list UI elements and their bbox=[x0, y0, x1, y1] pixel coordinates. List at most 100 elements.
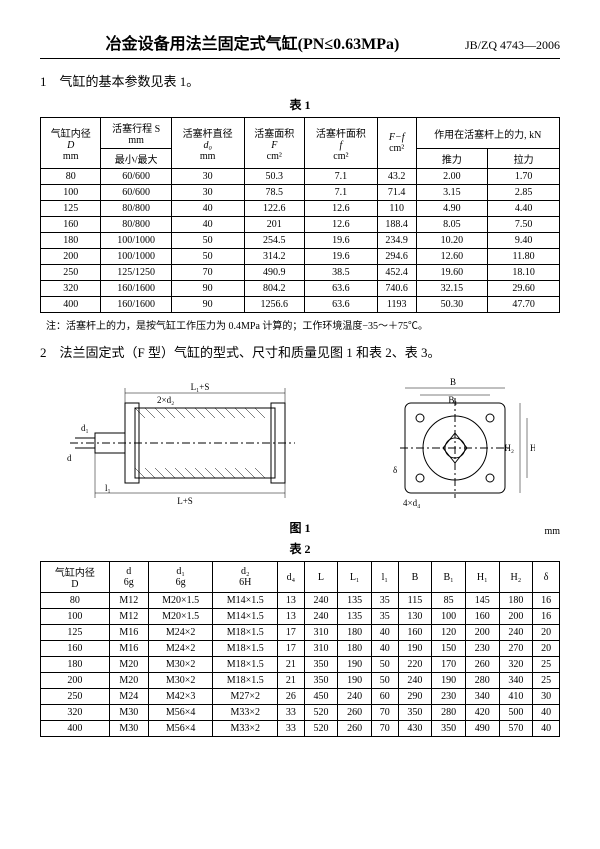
table-cell: 25 bbox=[533, 657, 560, 673]
table-cell: M24 bbox=[109, 689, 148, 705]
table-cell: M12 bbox=[109, 609, 148, 625]
table-2-unit: mm bbox=[544, 526, 560, 537]
table-cell: 25 bbox=[533, 673, 560, 689]
table-cell: 40 bbox=[371, 625, 398, 641]
table-cell: M30×2 bbox=[148, 673, 213, 689]
svg-text:d₁: d₁ bbox=[81, 423, 89, 433]
table-cell: 145 bbox=[465, 593, 499, 609]
table-cell: 160 bbox=[41, 641, 110, 657]
table-cell: 260 bbox=[338, 705, 372, 721]
svg-text:L+S: L+S bbox=[177, 496, 193, 506]
table-cell: 18.10 bbox=[488, 265, 560, 281]
table-row: 160M16M24×2M18×1.51731018040190150230270… bbox=[41, 641, 560, 657]
table-cell: 80 bbox=[41, 169, 101, 185]
table-cell: 16 bbox=[533, 609, 560, 625]
table-cell: 50 bbox=[171, 249, 244, 265]
svg-text:δ: δ bbox=[393, 465, 397, 475]
table-cell: 180 bbox=[338, 641, 372, 657]
table-header: B bbox=[398, 562, 432, 593]
table-cell: 310 bbox=[304, 625, 338, 641]
table-cell: 450 bbox=[304, 689, 338, 705]
figure-flange-view: B B₁ 4×d₄ H₁ H₂ δ bbox=[375, 373, 535, 513]
table-cell: 50.30 bbox=[416, 297, 488, 313]
table-cell: 7.50 bbox=[488, 217, 560, 233]
table-cell: 340 bbox=[499, 673, 533, 689]
table-cell: 19.6 bbox=[304, 233, 377, 249]
table-2: 气缸内径Dd6gd₁6gd₂6Hd₄LL₁l₁BB₁H₁H₂δ 80M12M20… bbox=[40, 561, 560, 737]
table-cell: 33 bbox=[278, 705, 305, 721]
table-cell: 190 bbox=[338, 657, 372, 673]
t1-h-d0: 活塞杆直径 bbox=[183, 129, 233, 140]
table-cell: 100 bbox=[432, 609, 466, 625]
svg-text:l₁: l₁ bbox=[105, 483, 111, 493]
table-cell: 160/1600 bbox=[101, 281, 171, 297]
table-cell: 13 bbox=[278, 609, 305, 625]
table-cell: 12.60 bbox=[416, 249, 488, 265]
table-cell: 12.6 bbox=[304, 201, 377, 217]
svg-text:4×d₄: 4×d₄ bbox=[403, 498, 420, 508]
figure-1-caption: 图 1 bbox=[40, 519, 560, 536]
table-row: 80M12M20×1.5M14×1.5132401353511585145180… bbox=[41, 593, 560, 609]
table-cell: 260 bbox=[338, 721, 372, 737]
table-cell: 100 bbox=[41, 185, 101, 201]
table-cell: 19.6 bbox=[304, 249, 377, 265]
table-cell: 30 bbox=[533, 689, 560, 705]
table-cell: M14×1.5 bbox=[213, 593, 278, 609]
table-cell: 200 bbox=[499, 609, 533, 625]
table-cell: 100/1000 bbox=[101, 249, 171, 265]
table-header: L₁ bbox=[338, 562, 372, 593]
table-cell: 490.9 bbox=[244, 265, 304, 281]
table-cell: 60/600 bbox=[101, 169, 171, 185]
table-cell: 13 bbox=[278, 593, 305, 609]
table-cell: 20 bbox=[533, 641, 560, 657]
table-cell: 135 bbox=[338, 593, 372, 609]
table-cell: 125/1250 bbox=[101, 265, 171, 281]
table-cell: 570 bbox=[499, 721, 533, 737]
table-cell: 400 bbox=[41, 297, 101, 313]
table-cell: 125 bbox=[41, 201, 101, 217]
table-cell: 3.15 bbox=[416, 185, 488, 201]
table-cell: 110 bbox=[377, 201, 416, 217]
table-cell: M14×1.5 bbox=[213, 609, 278, 625]
table-cell: M20×1.5 bbox=[148, 609, 213, 625]
table-cell: 100 bbox=[41, 609, 110, 625]
table-cell: 220 bbox=[398, 657, 432, 673]
table-1-caption: 表 1 bbox=[40, 96, 560, 113]
table-header: B₁ bbox=[432, 562, 466, 593]
table-cell: 420 bbox=[465, 705, 499, 721]
table-header: d₂6H bbox=[213, 562, 278, 593]
table-cell: 70 bbox=[371, 721, 398, 737]
table-cell: 122.6 bbox=[244, 201, 304, 217]
table-1: 气缸内径Dmm 活塞行程 Smm 活塞杆直径d₀mm 活塞面积Fcm² 活塞杆面… bbox=[40, 117, 560, 313]
table-cell: 740.6 bbox=[377, 281, 416, 297]
table-cell: 26 bbox=[278, 689, 305, 705]
table-cell: 19.60 bbox=[416, 265, 488, 281]
table-cell: M42×3 bbox=[148, 689, 213, 705]
table-row: 400160/1600901256.663.6119350.3047.70 bbox=[41, 297, 560, 313]
table-cell: 29.60 bbox=[488, 281, 560, 297]
table-row: 250M24M42×3M27×2264502406029023034041030 bbox=[41, 689, 560, 705]
table-cell: 8.05 bbox=[416, 217, 488, 233]
table-cell: 120 bbox=[432, 625, 466, 641]
table-cell: 350 bbox=[432, 721, 466, 737]
table-row: 200100/100050314.219.6294.612.6011.80 bbox=[41, 249, 560, 265]
table-cell: 250 bbox=[41, 689, 110, 705]
svg-text:2×d₂: 2×d₂ bbox=[157, 395, 174, 405]
table-cell: 16 bbox=[533, 593, 560, 609]
table-cell: 320 bbox=[499, 657, 533, 673]
table-cell: 40 bbox=[533, 721, 560, 737]
table-row: 10060/6003078.57.171.43.152.85 bbox=[41, 185, 560, 201]
table-cell: 80 bbox=[41, 593, 110, 609]
table-cell: M20 bbox=[109, 657, 148, 673]
svg-text:d: d bbox=[67, 453, 72, 463]
table-cell: 40 bbox=[171, 201, 244, 217]
table-cell: 520 bbox=[304, 705, 338, 721]
table-cell: 314.2 bbox=[244, 249, 304, 265]
page-title: 冶金设备用法兰固定式气缸(PN≤0.63MPa) bbox=[40, 30, 465, 54]
table-cell: 150 bbox=[432, 641, 466, 657]
t1-h-f: 活塞杆面积 bbox=[316, 129, 366, 140]
table-cell: 90 bbox=[171, 281, 244, 297]
table-cell: 43.2 bbox=[377, 169, 416, 185]
table-header: d₄ bbox=[278, 562, 305, 593]
table-cell: 80/800 bbox=[101, 201, 171, 217]
